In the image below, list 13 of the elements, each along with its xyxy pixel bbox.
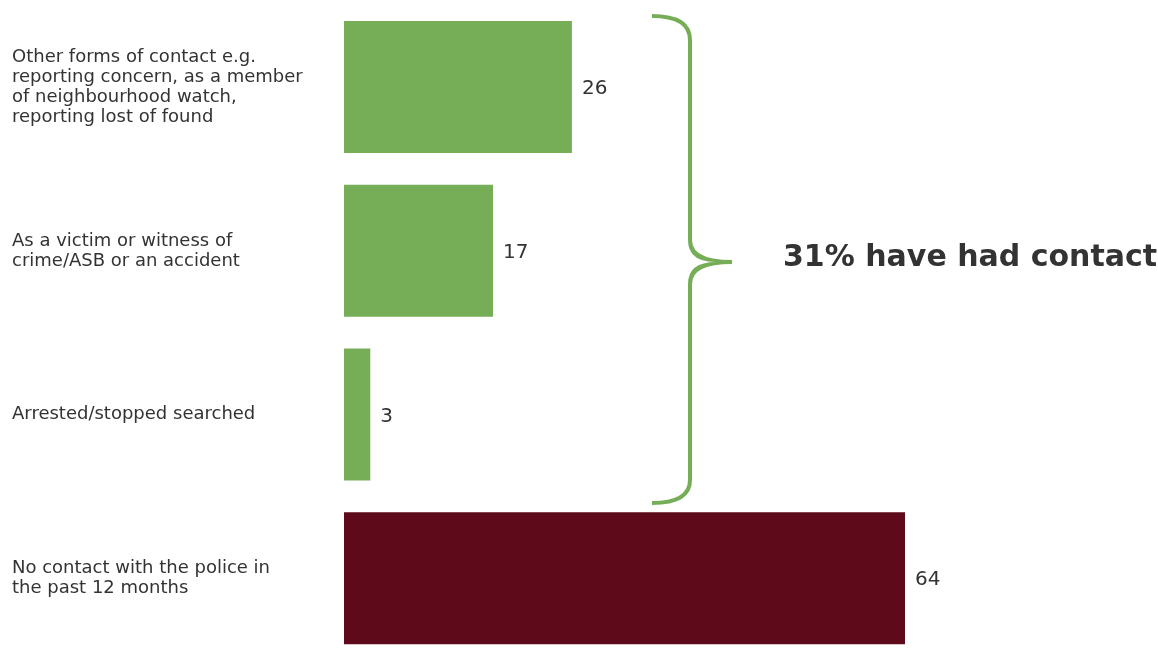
data-label: 17 [503, 238, 529, 263]
y-tick-label: As a victim or witness of crime/ASB or an accident [12, 228, 240, 270]
data-label: 64 [915, 566, 941, 591]
annotation: 31% have had contact [783, 238, 1158, 273]
data-label: 26 [581, 75, 608, 100]
data-label: 3 [380, 402, 394, 427]
bar [344, 21, 572, 153]
y-tick-label: Arrested/stopped searched [12, 402, 256, 424]
bar [344, 512, 905, 645]
bar [344, 348, 371, 481]
y-tick-label: Other forms of contact e.g. reporting concern, as a member of neighbourhood watch, reporting lost of found [12, 44, 304, 126]
bar [344, 184, 494, 317]
y-tick-label: No contact with the police in the past 12 months [12, 556, 270, 598]
